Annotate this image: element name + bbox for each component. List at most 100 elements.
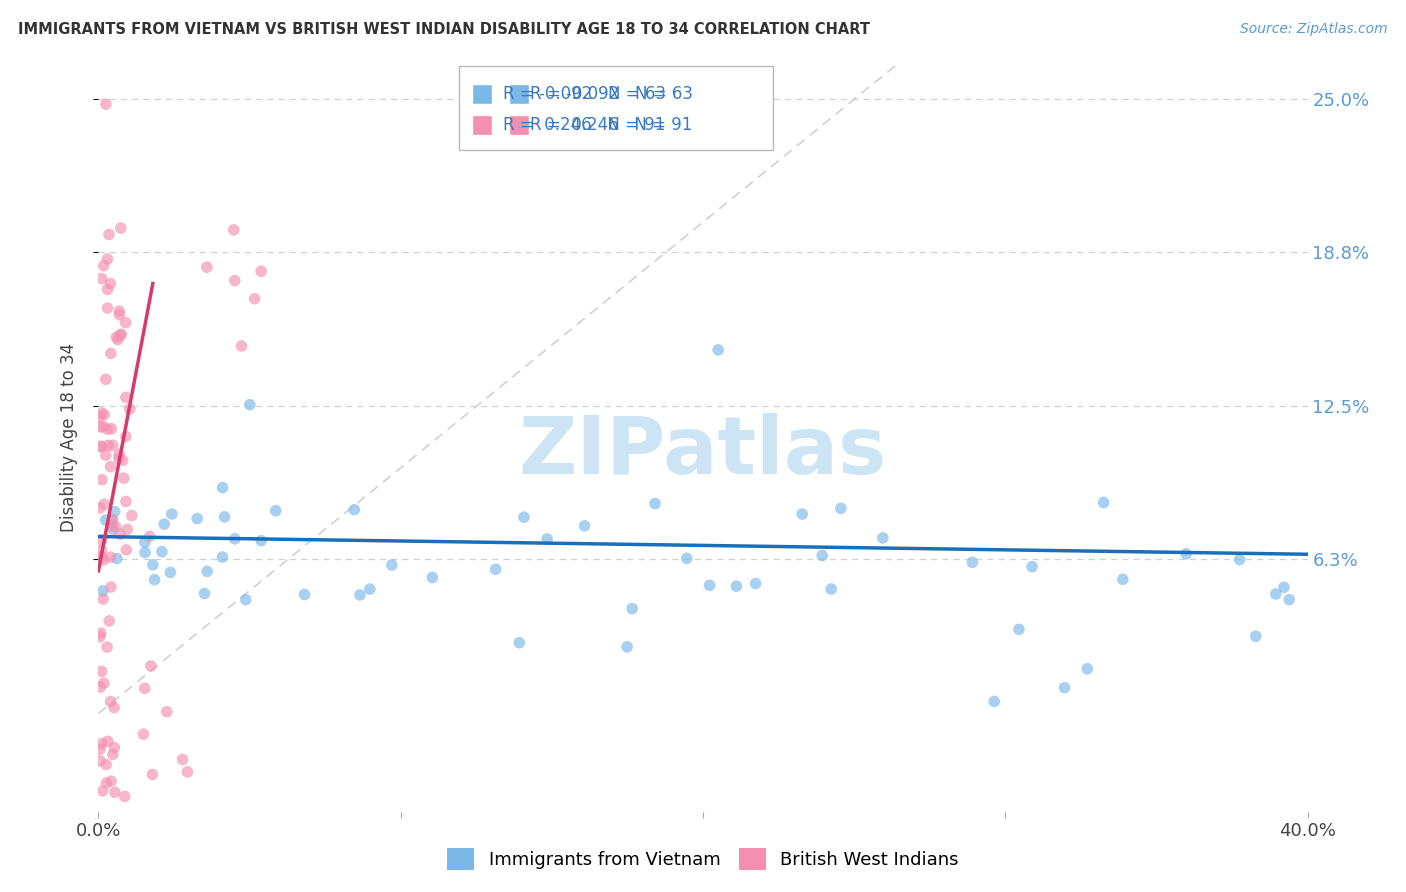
- Point: [115, 429, 138, 443]
- Point: [91, 784, 114, 798]
- Point: [725, 579, 748, 593]
- Point: [98, 614, 121, 628]
- Point: [101, 513, 124, 527]
- Point: [97, 438, 120, 452]
- Point: [98, 227, 121, 242]
- Point: [1053, 681, 1076, 695]
- Point: [105, 330, 128, 344]
- Point: [96, 757, 118, 772]
- Point: [193, 586, 215, 600]
- Point: [264, 504, 287, 518]
- Point: [101, 522, 124, 536]
- Point: [93, 553, 115, 567]
- Point: [195, 565, 218, 579]
- Point: [110, 527, 132, 541]
- Y-axis label: Disability Age 18 to 34: Disability Age 18 to 34: [59, 343, 77, 532]
- Point: [90, 271, 112, 285]
- Point: [359, 582, 381, 596]
- Point: [250, 533, 273, 548]
- Text: Source: ZipAtlas.com: Source: ZipAtlas.com: [1240, 22, 1388, 37]
- Point: [89, 680, 111, 694]
- Point: [1021, 559, 1043, 574]
- Point: [90, 549, 112, 564]
- Point: [94, 372, 117, 386]
- Point: [110, 327, 132, 342]
- Point: [1244, 629, 1267, 643]
- Point: [107, 333, 129, 347]
- Point: [90, 439, 112, 453]
- Point: [707, 343, 730, 357]
- Point: [104, 785, 127, 799]
- Point: [90, 440, 112, 454]
- Point: [105, 551, 128, 566]
- Point: [138, 529, 160, 543]
- Point: [93, 676, 115, 690]
- Point: [101, 438, 124, 452]
- Point: [103, 700, 125, 714]
- Point: [91, 583, 114, 598]
- Point: [100, 550, 122, 565]
- Point: [96, 640, 118, 654]
- Point: [983, 694, 1005, 708]
- Point: [117, 522, 139, 536]
- Point: [153, 517, 176, 532]
- Point: [872, 531, 894, 545]
- Point: [1092, 495, 1115, 509]
- Point: [115, 391, 138, 405]
- Text: R =  0.246   N = 91: R = 0.246 N = 91: [503, 116, 666, 135]
- Point: [97, 734, 120, 748]
- Point: [195, 260, 218, 275]
- Point: [115, 494, 138, 508]
- Point: [143, 573, 166, 587]
- Point: [100, 277, 122, 291]
- Point: [90, 406, 112, 420]
- Point: [134, 535, 156, 549]
- Point: [1264, 587, 1286, 601]
- Point: [110, 328, 132, 343]
- Point: [1278, 592, 1301, 607]
- Point: [830, 501, 852, 516]
- Point: [235, 592, 257, 607]
- Point: [94, 448, 117, 462]
- Point: [90, 665, 112, 679]
- Point: [132, 727, 155, 741]
- Point: [294, 587, 316, 601]
- Point: [118, 402, 141, 417]
- Point: [962, 555, 984, 569]
- Point: [94, 97, 117, 112]
- Point: [142, 558, 165, 572]
- Point: [1175, 547, 1198, 561]
- Point: [644, 497, 666, 511]
- Point: [820, 582, 842, 596]
- Point: [1076, 662, 1098, 676]
- Point: [90, 737, 112, 751]
- Point: [89, 742, 111, 756]
- Point: [90, 626, 112, 640]
- Point: [100, 694, 122, 708]
- Point: [112, 471, 135, 485]
- Point: [176, 764, 198, 779]
- Point: [110, 221, 132, 235]
- Point: [100, 422, 122, 436]
- Point: [101, 747, 124, 762]
- Point: [1008, 623, 1031, 637]
- Point: [139, 659, 162, 673]
- Point: [1229, 552, 1251, 566]
- Point: [94, 513, 117, 527]
- Point: [141, 767, 163, 781]
- Point: [513, 510, 536, 524]
- Point: [381, 558, 404, 572]
- Point: [744, 576, 766, 591]
- Point: [420, 570, 443, 584]
- Point: [792, 507, 814, 521]
- Point: [90, 533, 112, 547]
- Text: IMMIGRANTS FROM VIETNAM VS BRITISH WEST INDIAN DISABILITY AGE 18 TO 34 CORRELATI: IMMIGRANTS FROM VIETNAM VS BRITISH WEST …: [18, 22, 870, 37]
- Point: [172, 752, 194, 766]
- Point: [211, 481, 233, 495]
- Point: [508, 636, 530, 650]
- Point: [121, 508, 143, 523]
- Point: [675, 551, 697, 566]
- Point: [115, 542, 138, 557]
- Point: [100, 774, 122, 789]
- Point: [574, 519, 596, 533]
